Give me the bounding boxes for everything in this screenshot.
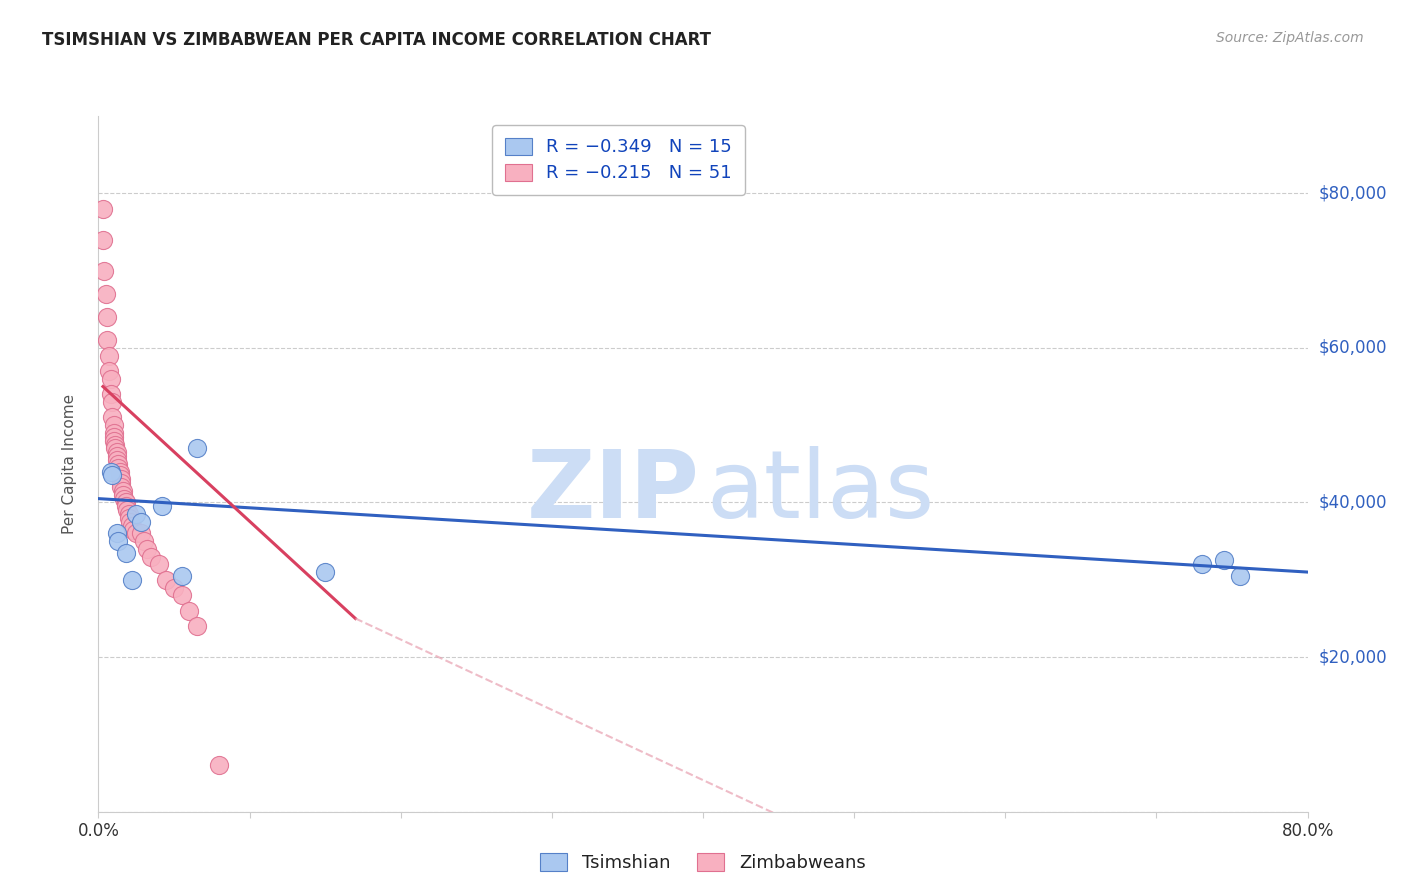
Point [96,333,118,347]
Point [129,526,152,541]
Point [132,534,155,549]
Point [186,442,208,456]
Point [121,518,143,533]
Point [110,472,132,486]
Point [101,410,124,425]
Point [100,372,122,386]
Text: TSIMSHIAN VS ZIMBABWEAN PER CAPITA INCOME CORRELATION CHART: TSIMSHIAN VS ZIMBABWEAN PER CAPITA INCOM… [42,31,711,49]
Point [107,460,129,475]
Point [96,310,118,324]
Point [103,430,125,444]
Point [112,491,135,506]
Text: $20,000: $20,000 [1319,648,1388,666]
Point [105,453,128,467]
Point [1191,558,1213,572]
Point [120,515,142,529]
Point [1213,553,1236,567]
Point [170,569,193,583]
Text: ZIP: ZIP [526,446,699,538]
Point [104,442,127,456]
Point [94,286,117,301]
Point [98,349,121,363]
Point [105,445,128,459]
Point [141,549,163,564]
Point [108,465,131,479]
Point [110,476,132,491]
Point [107,534,129,549]
Point [104,437,127,451]
Y-axis label: Per Capita Income: Per Capita Income [62,393,77,534]
Point [177,604,201,618]
Text: Source: ZipAtlas.com: Source: ZipAtlas.com [1216,31,1364,45]
Point [108,468,131,483]
Point [100,387,122,401]
Point [135,541,157,556]
Legend: Tsimshian, Zimbabweans: Tsimshian, Zimbabweans [533,846,873,880]
Point [111,483,134,498]
Point [186,619,208,633]
Point [155,573,177,587]
Point [103,418,125,433]
Point [125,526,148,541]
Point [114,546,136,560]
Point [105,449,128,463]
Point [170,588,193,602]
Point [107,457,129,471]
Point [118,511,141,525]
Point [115,503,138,517]
Point [314,565,336,579]
Point [150,500,173,514]
Point [129,515,152,529]
Point [125,507,148,521]
Point [103,434,125,448]
Text: $40,000: $40,000 [1319,493,1388,511]
Point [114,495,136,509]
Point [208,758,231,772]
Text: atlas: atlas [707,446,935,538]
Point [163,581,186,595]
Point [100,465,122,479]
Point [110,480,132,494]
Point [98,364,121,378]
Point [118,507,141,521]
Point [91,202,114,216]
Point [105,526,128,541]
Point [114,500,136,514]
Point [111,488,134,502]
Point [91,233,114,247]
Point [101,468,124,483]
Point [148,558,170,572]
Point [101,395,124,409]
Text: $60,000: $60,000 [1319,339,1388,357]
Point [122,523,145,537]
Point [1229,569,1251,583]
Point [93,263,115,277]
Point [103,425,125,440]
Text: $80,000: $80,000 [1319,185,1388,202]
Point [121,573,143,587]
